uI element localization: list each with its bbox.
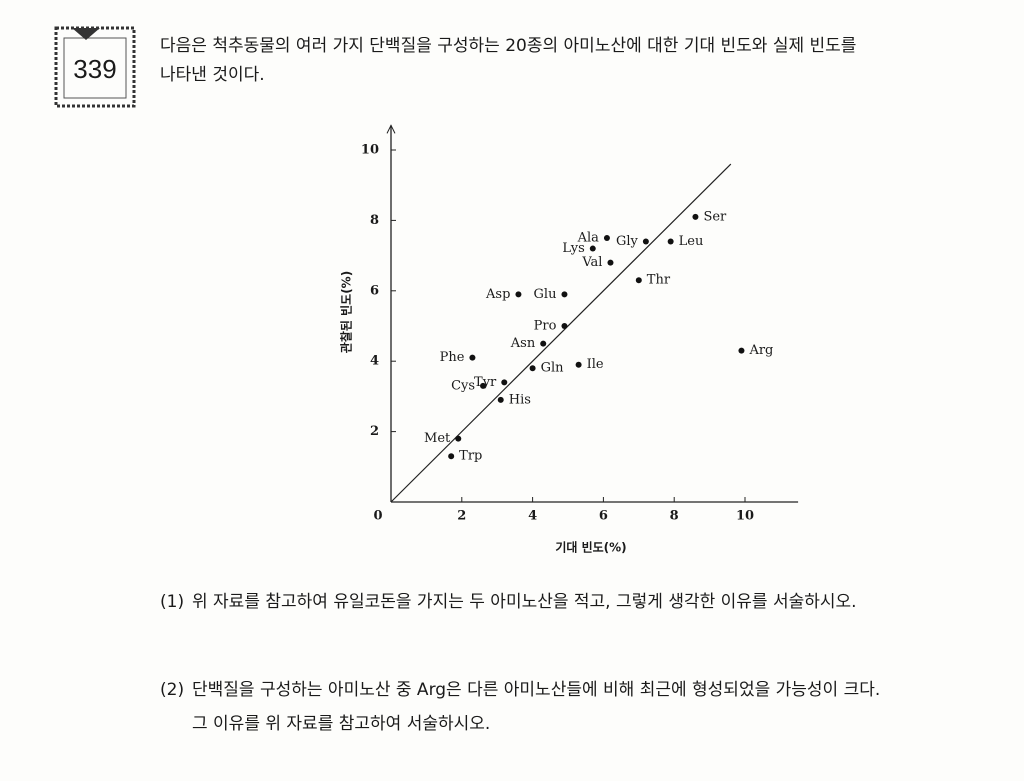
reference-line [390, 163, 732, 503]
question-line: 단백질을 구성하는 아미노산 중 Arg은 다른 아미노산들에 비해 최근에 형… [192, 680, 880, 700]
data-point [529, 365, 536, 372]
question-number: (1) [160, 592, 184, 612]
y-axis-label: 관찰된 빈도(%) [339, 271, 354, 353]
point-label: Ser [703, 209, 727, 224]
data-point [497, 396, 504, 403]
point-label: His [509, 392, 531, 407]
data-point [642, 238, 649, 245]
data-point [561, 291, 568, 298]
question-line: 그 이유를 위 자료를 참고하여 서술하시오. [192, 714, 490, 734]
point-label: Leu [679, 234, 704, 249]
data-point [448, 453, 455, 460]
question-number: (2) [160, 680, 184, 700]
y-tick-label: 10 [361, 143, 379, 158]
data-point [501, 379, 508, 386]
x-tick-label: 4 [528, 509, 537, 524]
point-label: Cys [451, 378, 475, 393]
x-tick-label: 0 [373, 509, 382, 524]
intro-line: 다음은 척추동물의 여러 가지 단백질을 구성하는 20종의 아미노산에 대한 … [160, 36, 856, 56]
question-line: 위 자료를 참고하여 유일코돈을 가지는 두 아미노산을 적고, 그렇게 생각한… [192, 592, 857, 612]
y-tick-label: 2 [370, 424, 379, 439]
data-point [692, 213, 699, 220]
data-point [455, 435, 462, 442]
point-label: Lys [562, 241, 584, 256]
intro-line: 나타낸 것이다. [160, 65, 265, 85]
data-point [607, 259, 614, 266]
data-point [480, 382, 487, 389]
data-point [667, 238, 674, 245]
y-axis-arrow [386, 124, 396, 134]
point-label: Thr [647, 273, 671, 288]
point-label: Met [424, 431, 451, 446]
data-point [603, 235, 610, 241]
point-label: Glu [534, 287, 557, 302]
x-tick-label: 6 [599, 509, 608, 524]
x-tick-label: 2 [457, 509, 466, 524]
data-point [515, 291, 522, 298]
data-point [575, 361, 582, 368]
point-label: Ala [577, 231, 600, 246]
point-label: Ile [587, 357, 604, 372]
data-point [469, 354, 476, 361]
badge-number: 339 [73, 54, 116, 84]
point-label: Asp [485, 287, 510, 302]
x-tick-label: 10 [736, 509, 754, 524]
point-label: Tyr [474, 375, 497, 390]
data-point [540, 340, 547, 347]
point-label: Gln [541, 361, 565, 376]
point-label: Phe [440, 350, 465, 365]
point-label: Val [581, 255, 602, 270]
point-label: Gly [616, 234, 639, 249]
data-point [561, 323, 568, 329]
badge-frame [54, 26, 136, 108]
point-label: Asn [510, 336, 536, 351]
x-tick-label: 8 [670, 509, 679, 524]
badge-inner [63, 37, 127, 99]
data-point [635, 277, 642, 284]
point-label: Arg [748, 343, 773, 358]
x-axis-label: 기대 빈도(%) [555, 540, 626, 555]
point-label: Pro [534, 319, 557, 334]
y-tick-label: 8 [370, 213, 379, 228]
data-point [738, 347, 745, 354]
data-point [589, 245, 596, 252]
point-label: Trp [459, 449, 482, 464]
y-tick-label: 6 [370, 283, 379, 298]
badge-marker [72, 28, 100, 40]
y-tick-label: 4 [370, 354, 379, 369]
